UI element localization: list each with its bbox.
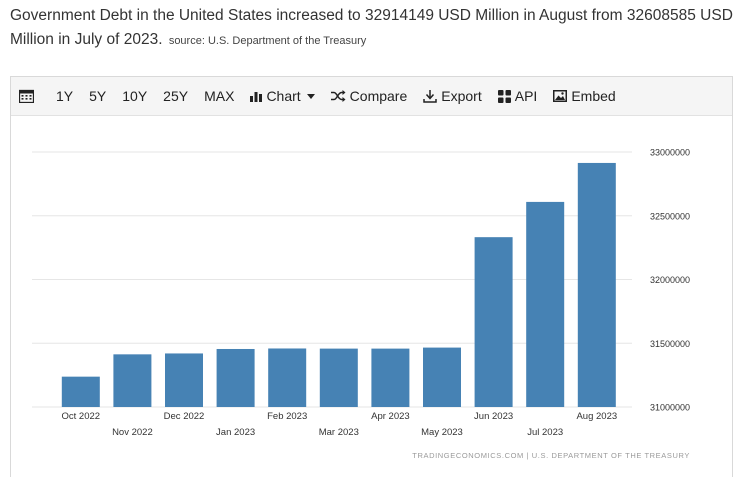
- chart-type-dropdown[interactable]: Chart: [242, 77, 322, 115]
- range-25y-button[interactable]: 25Y: [163, 88, 189, 104]
- embed-label: Embed: [571, 88, 616, 104]
- y-tick-label: 31000000: [650, 403, 690, 413]
- bar: [113, 354, 152, 407]
- range-10y-button[interactable]: 10Y: [122, 88, 148, 104]
- y-tick-label: 31500000: [650, 339, 690, 349]
- embed-button[interactable]: Embed: [545, 77, 623, 115]
- shuffle-icon: [330, 90, 346, 102]
- chart-footer-credit: TRADINGECONOMICS.COM | U.S. DEPARTMENT O…: [412, 451, 690, 460]
- x-tick-label: Aug 2023: [576, 411, 617, 422]
- y-tick-label: 32500000: [650, 211, 690, 221]
- bar: [268, 348, 307, 407]
- image-icon: [553, 90, 568, 102]
- range-5y-button[interactable]: 5Y: [89, 88, 107, 104]
- export-button[interactable]: Export: [415, 77, 489, 115]
- api-label: API: [514, 88, 538, 104]
- x-tick-label: Oct 2022: [62, 411, 101, 422]
- x-tick-label: Jul 2023: [527, 427, 563, 438]
- headline-text: Government Debt in the United States inc…: [10, 7, 733, 48]
- bar: [577, 162, 616, 407]
- bar: [526, 201, 565, 407]
- x-tick-label: Apr 2023: [371, 411, 410, 422]
- api-button[interactable]: API: [490, 77, 546, 115]
- y-tick-label: 33000000: [650, 148, 690, 158]
- calendar-icon: [19, 89, 34, 103]
- compare-label: Compare: [349, 88, 408, 104]
- bar: [474, 237, 513, 407]
- chart-headline: Government Debt in the United States inc…: [10, 4, 735, 53]
- download-icon: [423, 90, 438, 103]
- range-max-button[interactable]: MAX: [204, 88, 235, 104]
- calendar-button[interactable]: [11, 77, 42, 115]
- grid-icon: [497, 89, 511, 103]
- x-tick-label: Nov 2022: [112, 427, 153, 438]
- x-tick-label: Jun 2023: [474, 411, 513, 422]
- x-tick-label: Jan 2023: [216, 427, 255, 438]
- x-tick-label: Feb 2023: [267, 411, 307, 422]
- bar: [371, 348, 410, 407]
- bar: [423, 347, 461, 407]
- x-tick-label: Mar 2023: [319, 427, 359, 438]
- bar: [165, 353, 203, 407]
- y-tick-label: 32000000: [650, 275, 690, 285]
- bar: [319, 348, 358, 407]
- chevron-down-icon: [306, 93, 315, 99]
- headline-source: source: U.S. Department of the Treasury: [168, 35, 367, 47]
- chart-toolbar: 1Y 5Y 10Y 25Y MAX Chart Compare Export: [11, 77, 732, 116]
- x-tick-label: Dec 2022: [164, 411, 205, 422]
- x-tick-label: May 2023: [421, 427, 463, 438]
- range-1y-button[interactable]: 1Y: [56, 88, 74, 104]
- bar: [61, 376, 100, 407]
- chart-type-label: Chart: [266, 88, 301, 104]
- chart-panel: 1Y 5Y 10Y 25Y MAX Chart Compare Export: [10, 76, 733, 477]
- bar: [216, 348, 255, 407]
- compare-button[interactable]: Compare: [323, 77, 416, 115]
- bar-chart-icon: [250, 92, 263, 102]
- export-label: Export: [441, 88, 482, 104]
